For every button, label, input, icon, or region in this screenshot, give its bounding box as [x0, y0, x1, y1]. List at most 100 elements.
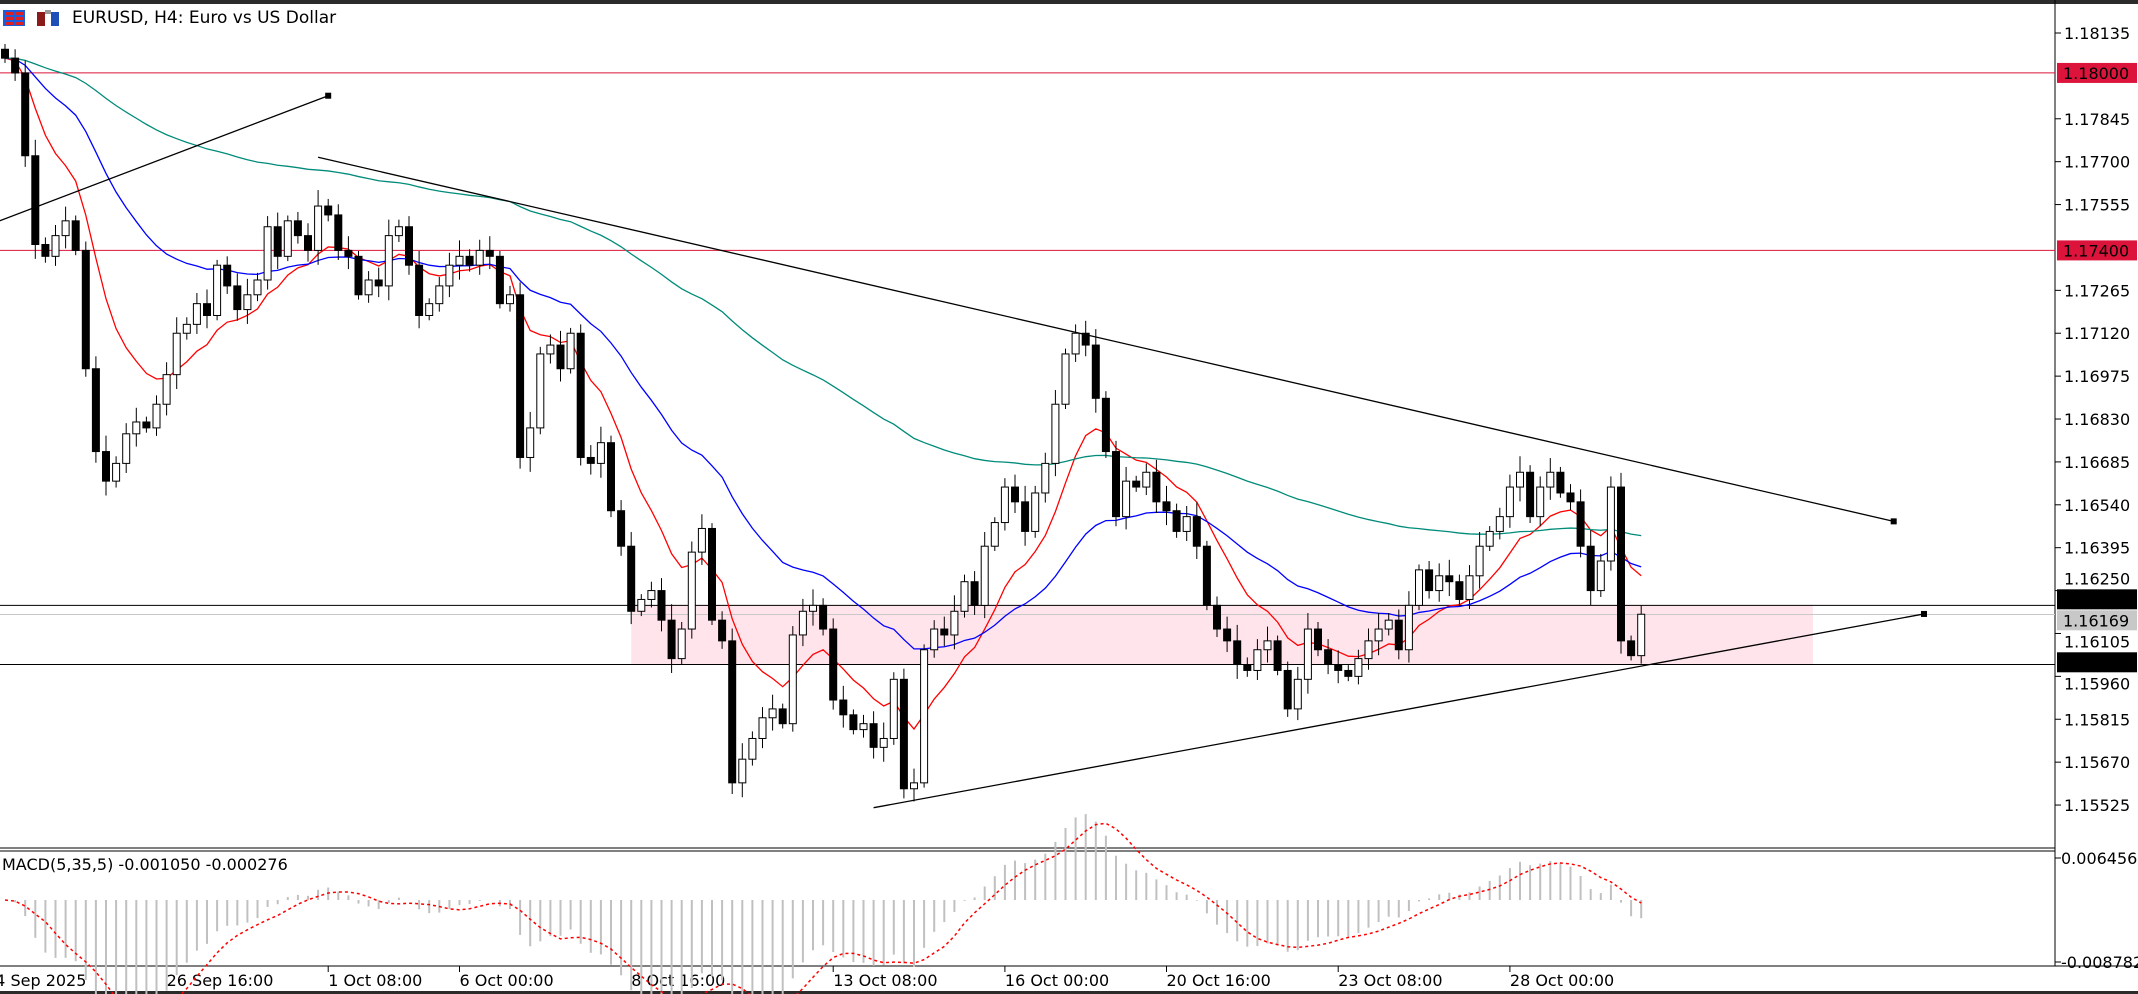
candle-body	[586, 456, 595, 464]
candle	[809, 589, 817, 626]
candle-body	[1061, 353, 1070, 405]
candle-body	[1253, 649, 1262, 671]
candle	[394, 219, 403, 243]
candle-body	[1021, 501, 1030, 532]
candle	[71, 215, 80, 256]
candle	[1233, 624, 1242, 679]
candle-body	[1112, 451, 1120, 518]
candle	[667, 604, 676, 673]
candle-body	[829, 628, 838, 701]
candle	[556, 330, 565, 382]
candle-body	[1051, 403, 1060, 464]
candle-body	[304, 235, 312, 251]
moving-average-line	[4, 57, 1642, 537]
candle-body	[758, 717, 767, 739]
candle-body	[243, 294, 252, 311]
candle	[950, 595, 959, 650]
candle-body	[1000, 486, 1009, 524]
level-price-label-bg	[2057, 652, 2137, 673]
candle	[1364, 628, 1373, 670]
candle-body	[31, 155, 40, 245]
candle	[1445, 559, 1454, 597]
candle-body	[1314, 628, 1322, 651]
candle-body	[1132, 480, 1141, 488]
candle	[132, 407, 141, 447]
candle	[1091, 329, 1100, 413]
candle-body	[1263, 640, 1272, 651]
candle	[1324, 639, 1333, 675]
candle	[1132, 475, 1141, 492]
macd-axis-min: -0.008782	[2061, 953, 2138, 972]
price-tick-label: 1.17120	[2064, 324, 2130, 343]
candle	[1152, 459, 1161, 514]
candle	[1586, 530, 1595, 605]
price-tick-label: 1.17555	[2064, 196, 2130, 215]
candle-body	[435, 285, 444, 305]
candle-body	[657, 590, 666, 621]
candle-body	[960, 581, 969, 612]
candle	[910, 768, 918, 802]
price-tick-label: 1.16250	[2064, 569, 2130, 588]
candle-body	[1213, 604, 1221, 630]
candle-body	[1182, 516, 1191, 532]
candle	[1223, 616, 1232, 653]
candle	[829, 618, 838, 710]
candle-body	[1122, 480, 1131, 518]
candle-body	[162, 374, 171, 405]
candle	[223, 256, 232, 294]
candle	[1293, 666, 1302, 721]
candle-body	[748, 737, 757, 760]
candle	[1556, 466, 1565, 498]
candle	[445, 252, 454, 298]
candle	[1455, 574, 1464, 606]
candle-body	[667, 619, 676, 660]
candle	[374, 267, 383, 298]
candle	[41, 237, 50, 263]
price-tick-label: 1.15815	[2064, 710, 2130, 729]
candle-body	[41, 243, 50, 257]
price-tick-label: 1.16685	[2064, 453, 2130, 472]
candle-body	[334, 214, 343, 251]
candle	[849, 709, 858, 735]
level-price-label-bg	[2057, 240, 2137, 261]
candle	[1465, 565, 1474, 610]
candle-body	[526, 427, 535, 458]
candle-body	[1334, 664, 1343, 671]
candle-body	[910, 782, 918, 790]
price-tick-label: 1.17265	[2064, 281, 2130, 300]
candle-body	[647, 590, 656, 600]
candle	[31, 139, 40, 259]
candle-body	[1516, 471, 1524, 488]
price-tick-label: 1.18135	[2064, 24, 2130, 43]
candle-body	[1142, 471, 1151, 488]
one-click-trading-icon[interactable]	[2, 9, 26, 27]
candle-body	[1071, 332, 1080, 355]
candle-body	[314, 205, 323, 251]
candle-body	[213, 264, 222, 316]
candle	[263, 216, 272, 290]
depth-of-market-icon[interactable]	[36, 9, 60, 27]
candle	[859, 714, 868, 738]
candle	[879, 722, 888, 762]
candle-body	[495, 255, 504, 305]
candle-body	[1162, 501, 1171, 512]
candle	[1021, 485, 1030, 546]
candle-body	[617, 510, 626, 547]
candle	[1536, 476, 1545, 527]
time-tick-label: 28 Oct 00:00	[1510, 971, 1614, 990]
candle	[1495, 507, 1504, 540]
candle	[233, 273, 242, 321]
candle	[1485, 526, 1494, 552]
candle-body	[1596, 560, 1605, 592]
candle	[1425, 561, 1434, 599]
candle	[889, 672, 898, 745]
candle-body	[1627, 640, 1636, 657]
candle-body	[1384, 619, 1393, 630]
candle-body	[455, 255, 464, 266]
candle	[708, 523, 716, 625]
level-price-label: 1.16200	[2063, 590, 2129, 609]
candle-body	[536, 353, 545, 429]
price-tick-label: 1.16540	[2064, 496, 2130, 515]
level-price-label-bg	[2057, 589, 2137, 610]
